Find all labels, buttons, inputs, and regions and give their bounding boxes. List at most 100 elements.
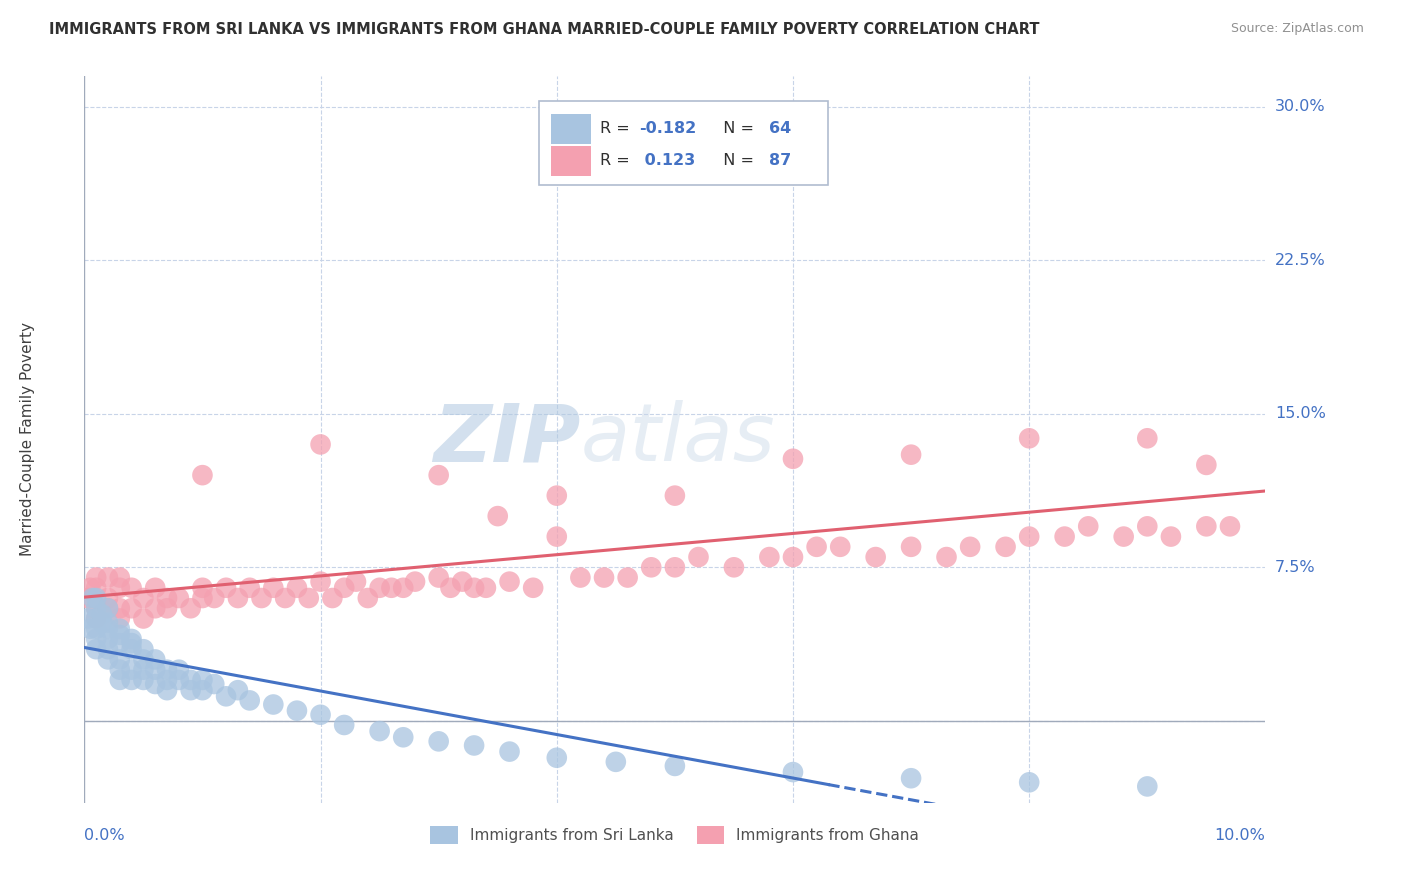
Point [806, 540, 828, 554]
Point [298, 591, 321, 605]
Point [97, 601, 120, 615]
Point [1018, 431, 1040, 445]
Text: IMMIGRANTS FROM SRI LANKA VS IMMIGRANTS FROM GHANA MARRIED-COUPLE FAMILY POVERTY: IMMIGRANTS FROM SRI LANKA VS IMMIGRANTS … [49, 22, 1039, 37]
Point [239, 581, 262, 595]
Point [215, 690, 238, 704]
Point [569, 570, 592, 584]
Point [1077, 519, 1099, 533]
Point [1136, 431, 1159, 445]
Point [91, 607, 114, 622]
Point [132, 652, 155, 666]
Point [108, 673, 131, 687]
Point [97, 591, 120, 605]
Point [121, 673, 143, 687]
Point [156, 663, 179, 677]
Point [959, 540, 981, 554]
Point [79, 622, 101, 636]
Point [285, 581, 308, 595]
Point [215, 581, 238, 595]
Point [121, 632, 143, 646]
FancyBboxPatch shape [538, 102, 828, 185]
Text: 15.0%: 15.0% [1275, 406, 1326, 421]
Point [108, 652, 131, 666]
Text: N =: N = [713, 153, 759, 169]
Point [84, 581, 107, 595]
Point [309, 707, 332, 722]
Point [84, 591, 107, 605]
Point [498, 574, 520, 589]
Text: R =: R = [600, 121, 636, 136]
Point [91, 615, 114, 630]
Point [664, 759, 686, 773]
Point [782, 550, 804, 565]
FancyBboxPatch shape [551, 113, 591, 145]
Text: N =: N = [713, 121, 759, 136]
Point [900, 540, 922, 554]
Point [262, 698, 284, 712]
Point [143, 663, 166, 677]
Point [84, 642, 107, 657]
Point [180, 673, 202, 687]
Point [156, 601, 179, 615]
Point [427, 468, 450, 483]
Point [486, 509, 509, 524]
Point [97, 642, 120, 657]
Point [132, 642, 155, 657]
Point [605, 755, 627, 769]
Point [191, 468, 214, 483]
Point [368, 724, 391, 739]
Point [108, 636, 131, 650]
Text: 30.0%: 30.0% [1275, 99, 1326, 114]
Point [262, 581, 284, 595]
Point [427, 570, 450, 584]
Point [546, 750, 568, 764]
Point [84, 632, 107, 646]
Point [1136, 780, 1159, 794]
Point [108, 581, 131, 595]
Point [97, 622, 120, 636]
Point [439, 581, 461, 595]
Point [321, 591, 343, 605]
Point [180, 683, 202, 698]
Point [830, 540, 852, 554]
Point [392, 731, 415, 745]
Point [84, 622, 107, 636]
Text: 0.123: 0.123 [640, 153, 696, 169]
Point [84, 601, 107, 615]
Point [202, 591, 225, 605]
Point [84, 570, 107, 584]
Point [616, 570, 638, 584]
Text: 22.5%: 22.5% [1275, 252, 1326, 268]
Text: 7.5%: 7.5% [1275, 560, 1316, 574]
Text: ZIP: ZIP [433, 401, 581, 478]
Text: R =: R = [600, 153, 636, 169]
Point [82, 591, 104, 605]
Point [79, 581, 101, 595]
Point [191, 591, 214, 605]
Point [84, 611, 107, 625]
Point [108, 601, 131, 615]
Point [121, 642, 143, 657]
Point [167, 673, 190, 687]
Point [380, 581, 402, 595]
Point [368, 581, 391, 595]
Point [664, 161, 686, 175]
Point [475, 581, 498, 595]
Point [451, 574, 474, 589]
Point [191, 581, 214, 595]
Point [546, 530, 568, 544]
Point [239, 693, 262, 707]
Point [226, 591, 249, 605]
Text: atlas: atlas [581, 401, 775, 478]
Point [664, 560, 686, 574]
Point [1195, 519, 1218, 533]
Point [392, 581, 415, 595]
Point [121, 581, 143, 595]
Point [226, 683, 249, 698]
Point [498, 745, 520, 759]
Point [900, 771, 922, 785]
Point [723, 560, 745, 574]
Point [250, 591, 273, 605]
Text: Married-Couple Family Poverty: Married-Couple Family Poverty [20, 322, 35, 557]
Point [143, 652, 166, 666]
